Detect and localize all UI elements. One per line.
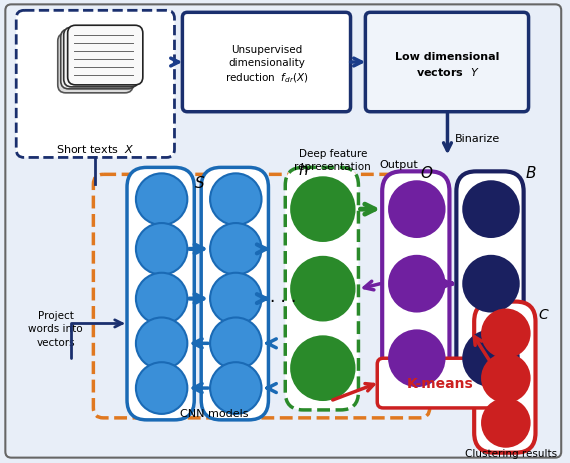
Text: CNN models: CNN models bbox=[180, 408, 249, 418]
Text: . . .: . . . bbox=[270, 287, 296, 305]
Circle shape bbox=[136, 363, 188, 414]
Text: Short texts  $X$: Short texts $X$ bbox=[56, 142, 135, 154]
FancyBboxPatch shape bbox=[201, 168, 268, 420]
Circle shape bbox=[291, 178, 355, 241]
Circle shape bbox=[463, 257, 519, 312]
Text: Low dimensional
vectors  $Y$: Low dimensional vectors $Y$ bbox=[395, 52, 500, 78]
Circle shape bbox=[136, 273, 188, 325]
FancyBboxPatch shape bbox=[474, 302, 535, 453]
Circle shape bbox=[210, 174, 262, 225]
FancyBboxPatch shape bbox=[457, 172, 524, 396]
FancyBboxPatch shape bbox=[5, 6, 561, 457]
FancyBboxPatch shape bbox=[377, 358, 504, 408]
Circle shape bbox=[463, 331, 519, 386]
FancyBboxPatch shape bbox=[68, 26, 143, 86]
Circle shape bbox=[463, 182, 519, 238]
Circle shape bbox=[210, 273, 262, 325]
FancyBboxPatch shape bbox=[58, 34, 133, 94]
FancyBboxPatch shape bbox=[16, 11, 174, 158]
Circle shape bbox=[389, 182, 445, 238]
Circle shape bbox=[291, 337, 355, 400]
Text: Binarize: Binarize bbox=[454, 133, 500, 143]
Circle shape bbox=[210, 318, 262, 369]
FancyBboxPatch shape bbox=[382, 172, 450, 396]
Text: $h$: $h$ bbox=[298, 162, 308, 178]
Circle shape bbox=[210, 363, 262, 414]
FancyBboxPatch shape bbox=[64, 28, 139, 88]
Text: $C$: $C$ bbox=[538, 307, 549, 321]
Text: Clustering results: Clustering results bbox=[465, 448, 557, 458]
Circle shape bbox=[482, 355, 530, 402]
FancyBboxPatch shape bbox=[182, 13, 351, 113]
Circle shape bbox=[136, 224, 188, 275]
Circle shape bbox=[136, 318, 188, 369]
FancyBboxPatch shape bbox=[61, 30, 136, 90]
Circle shape bbox=[389, 257, 445, 312]
FancyBboxPatch shape bbox=[365, 13, 528, 113]
Circle shape bbox=[482, 310, 530, 357]
Circle shape bbox=[291, 257, 355, 321]
Text: $B$: $B$ bbox=[525, 165, 536, 181]
Text: Unsupervised
dimensionality
reduction  $f_{dr}(X)$: Unsupervised dimensionality reduction $f… bbox=[225, 44, 308, 85]
Text: K-means: K-means bbox=[407, 376, 474, 390]
Circle shape bbox=[389, 331, 445, 386]
FancyBboxPatch shape bbox=[127, 168, 194, 420]
FancyBboxPatch shape bbox=[285, 168, 359, 410]
Text: Deep feature
representation: Deep feature representation bbox=[294, 149, 371, 172]
Text: $O$: $O$ bbox=[420, 165, 433, 181]
Circle shape bbox=[482, 399, 530, 447]
Circle shape bbox=[136, 174, 188, 225]
Text: Output: Output bbox=[380, 160, 418, 170]
Text: Project
words into
vectors: Project words into vectors bbox=[28, 311, 83, 347]
Text: $S$: $S$ bbox=[194, 175, 205, 191]
Circle shape bbox=[210, 224, 262, 275]
